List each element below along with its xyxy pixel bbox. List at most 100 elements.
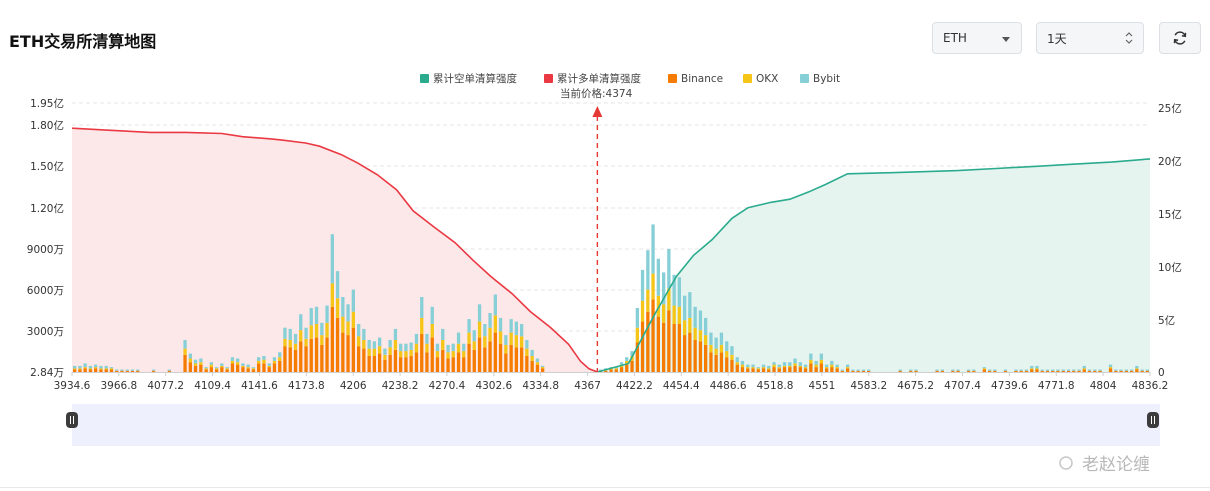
bar-binance [935, 370, 939, 372]
y-right-tick-label: 20亿 [1158, 155, 1182, 168]
bar-okx [1108, 367, 1113, 369]
bar-binance [993, 370, 997, 372]
bar-binance [604, 370, 608, 372]
up-down-icon [1125, 31, 1133, 45]
bar-okx [751, 367, 755, 369]
bar-bybit [714, 337, 718, 349]
zoom-handle-left[interactable] [66, 412, 78, 428]
bar-binance [840, 370, 844, 372]
bar-bybit [278, 352, 282, 358]
y-left-tick-label: 6000万 [27, 285, 64, 297]
bar-okx [73, 368, 77, 370]
bar-okx [640, 300, 645, 322]
bar-okx [788, 365, 792, 367]
bar-bybit [325, 305, 329, 323]
bar-binance [1056, 370, 1060, 372]
x-tick-label: 4454.4 [663, 380, 700, 392]
bar-bybit [246, 364, 250, 368]
bar-okx [672, 305, 676, 324]
bar-binance [704, 344, 708, 372]
bar-binance [125, 370, 129, 372]
bar-bybit [504, 335, 508, 345]
x-tick-label: 4109.4 [194, 380, 231, 392]
bar-okx [78, 368, 82, 370]
bar-binance [530, 360, 534, 372]
bar-binance [383, 359, 387, 372]
bar-binance [393, 349, 398, 372]
bar-okx [730, 354, 734, 360]
bar-binance [504, 353, 508, 372]
x-tick-label: 4739.6 [991, 380, 1028, 392]
bar-okx [456, 343, 461, 353]
bar-okx [109, 368, 114, 370]
bar-bybit [1082, 365, 1086, 369]
bar-bybit [125, 369, 129, 371]
bar-bybit [1019, 369, 1023, 371]
refresh-button[interactable] [1159, 22, 1201, 54]
bar-binance [488, 341, 492, 373]
bar-okx [625, 360, 629, 365]
bar-bybit [420, 297, 424, 318]
bar-bybit [719, 332, 724, 345]
bar-binance [251, 369, 256, 372]
bar-okx [646, 289, 650, 312]
bar-bybit [1087, 369, 1092, 371]
bar-bybit [83, 363, 87, 368]
period-select[interactable]: 1天 [1036, 22, 1144, 54]
bar-binance [341, 332, 345, 372]
bar-binance [335, 317, 340, 372]
bar-binance [809, 363, 813, 372]
bar-bybit [241, 363, 245, 366]
bar-bybit [951, 369, 955, 371]
bar-okx [104, 368, 108, 370]
bar-bybit [462, 343, 466, 352]
bar-okx [293, 343, 298, 350]
bar-bybit [393, 328, 398, 340]
zoom-slider-track [72, 404, 1160, 446]
bar-binance [351, 327, 355, 372]
bar-binance [509, 344, 513, 372]
bar-binance [446, 358, 450, 372]
bar-binance [498, 343, 503, 372]
coin-select[interactable]: ETH [932, 22, 1022, 54]
bar-binance [709, 352, 713, 372]
bar-binance [230, 363, 235, 372]
bar-okx [830, 364, 834, 368]
bar-okx [477, 321, 482, 338]
bar-bybit [625, 357, 629, 361]
bar-okx [520, 336, 524, 348]
bar-bybit [656, 258, 660, 296]
bar-bybit [940, 369, 944, 371]
long-cumulative-line [71, 127, 598, 373]
bar-binance [299, 341, 303, 373]
bar-bybit [272, 357, 277, 361]
bar-bybit [1114, 369, 1118, 371]
x-tick-label: 4836.2 [1132, 380, 1169, 392]
bar-binance [520, 347, 524, 372]
bar-bybit [840, 369, 844, 371]
bar-binance [514, 347, 518, 372]
bar-okx [809, 359, 813, 364]
bar-bybit [104, 365, 108, 369]
bar-bybit [209, 362, 213, 365]
period-select-value: 1天 [1047, 31, 1067, 46]
bar-binance [609, 369, 613, 372]
zoom-handle-right[interactable] [1147, 412, 1159, 428]
bar-bybit [430, 306, 434, 324]
bar-binance [1119, 370, 1123, 372]
legend-swatch [668, 74, 677, 83]
watermark-logo [1059, 456, 1073, 470]
bar-bybit [520, 324, 524, 337]
y-right-tick-label: 5亿 [1158, 314, 1175, 327]
x-tick-label: 4334.8 [522, 380, 559, 392]
x-tick-label: 4173.8 [288, 380, 325, 392]
bar-bybit [935, 369, 939, 371]
bar-okx [825, 367, 829, 369]
bar-binance [688, 332, 692, 372]
bar-binance [851, 370, 855, 372]
bar-binance [420, 333, 424, 372]
bar-bybit [967, 369, 971, 371]
bar-binance [630, 360, 634, 372]
bar-okx [709, 344, 713, 353]
bar-bybit [267, 363, 271, 366]
